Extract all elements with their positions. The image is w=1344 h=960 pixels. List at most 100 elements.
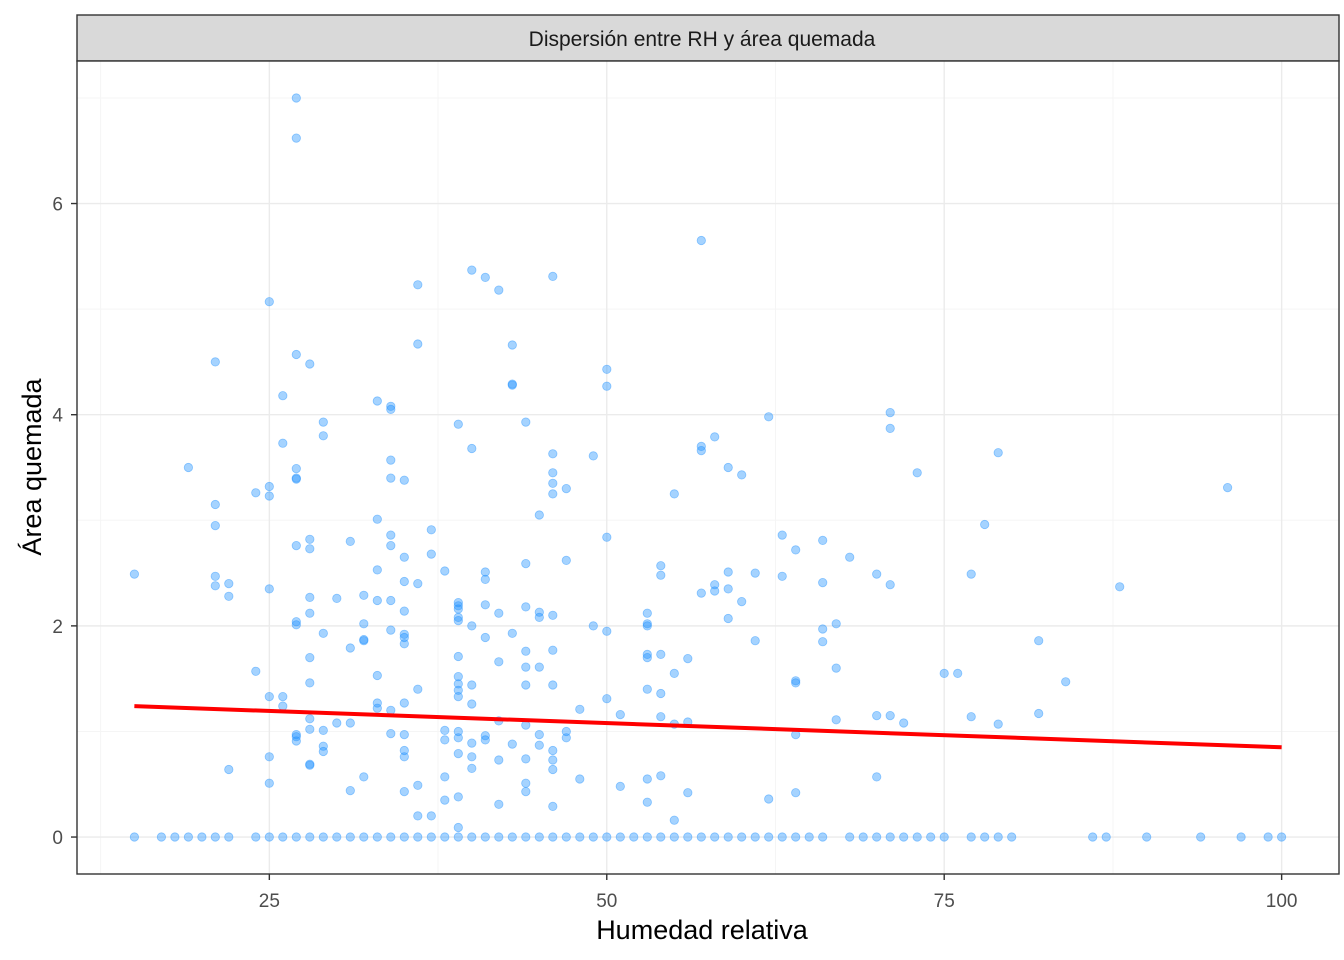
data-point: [332, 832, 342, 842]
data-point: [791, 545, 801, 555]
data-point: [750, 832, 760, 842]
data-point: [696, 588, 706, 598]
data-point: [642, 649, 652, 660]
data-point: [669, 832, 679, 842]
data-point: [1034, 636, 1044, 646]
data-point: [318, 725, 328, 736]
data-point: [548, 764, 558, 775]
data-point: [413, 280, 423, 290]
data-point: [1263, 832, 1273, 842]
data-point: [453, 748, 463, 759]
data-point: [264, 832, 274, 842]
data-point: [480, 600, 490, 610]
data-point: [1142, 832, 1152, 842]
data-point: [467, 752, 477, 762]
data-point: [386, 530, 396, 540]
data-point: [656, 688, 666, 699]
data-point: [291, 736, 301, 746]
data-point: [224, 578, 234, 589]
data-point: [291, 832, 301, 842]
data-point: [791, 678, 801, 688]
data-point: [669, 489, 679, 499]
data-point: [278, 832, 288, 842]
data-point: [521, 646, 531, 656]
data-point: [372, 703, 382, 713]
data-point: [399, 629, 409, 639]
data-point: [521, 832, 531, 842]
data-point: [291, 474, 301, 484]
data-point: [480, 632, 490, 643]
data-point: [305, 544, 315, 554]
data-point: [1088, 832, 1098, 842]
data-point: [318, 431, 328, 441]
data-point: [548, 745, 558, 756]
data-point: [318, 741, 328, 751]
data-point: [602, 364, 612, 374]
data-point: [426, 811, 436, 821]
data-point: [413, 811, 423, 821]
data-point: [602, 381, 612, 391]
data-point: [939, 832, 949, 842]
data-point: [440, 832, 450, 842]
data-point: [521, 558, 531, 569]
data-point: [885, 407, 895, 418]
data-point: [980, 832, 990, 842]
data-point: [777, 530, 787, 540]
data-point: [480, 567, 490, 577]
data-point: [399, 639, 409, 649]
data-point: [197, 832, 207, 842]
data-point: [737, 596, 747, 607]
data-point: [224, 764, 234, 775]
data-point: [291, 349, 301, 360]
data-point: [291, 620, 301, 630]
facet-strip: [76, 14, 1340, 62]
data-point: [791, 788, 801, 798]
data-point: [210, 520, 220, 531]
data-point: [683, 832, 693, 842]
data-point: [696, 832, 706, 842]
data-point: [453, 615, 463, 626]
data-point: [1061, 677, 1071, 687]
data-point: [548, 645, 558, 655]
data-point: [453, 601, 463, 611]
x-axis: 25 50 75 100: [259, 874, 1297, 912]
data-point: [588, 451, 598, 461]
data-point: [467, 832, 477, 842]
data-point: [413, 684, 423, 694]
data-point: [359, 636, 369, 646]
data-point: [656, 832, 666, 842]
data-point: [494, 832, 504, 842]
chart-title: Dispersión entre RH y área quemada: [529, 28, 876, 51]
data-point: [399, 576, 409, 587]
data-point: [575, 774, 585, 784]
data-point: [872, 832, 882, 842]
data-point: [440, 795, 450, 805]
data-point: [521, 778, 531, 788]
data-point: [629, 832, 639, 842]
data-point: [588, 621, 598, 631]
data-point: [494, 657, 504, 667]
data-point: [453, 419, 463, 429]
data-point: [548, 755, 558, 765]
data-point: [926, 832, 936, 842]
data-point: [642, 621, 652, 631]
data-point: [845, 832, 855, 842]
data-point: [359, 590, 369, 600]
data-point: [129, 832, 139, 842]
data-point: [318, 628, 328, 638]
data-point: [602, 626, 612, 636]
data-point: [561, 733, 571, 743]
data-point: [818, 832, 828, 842]
data-point: [507, 739, 517, 749]
data-point: [507, 380, 517, 390]
data-point: [305, 592, 315, 603]
x-tick-label: 50: [596, 891, 617, 912]
data-point: [210, 832, 220, 842]
data-point: [548, 449, 558, 459]
data-point: [467, 265, 477, 275]
data-point: [669, 668, 679, 679]
data-point: [656, 570, 666, 580]
data-point: [210, 499, 220, 510]
data-point: [602, 694, 612, 704]
data-point: [764, 832, 774, 842]
